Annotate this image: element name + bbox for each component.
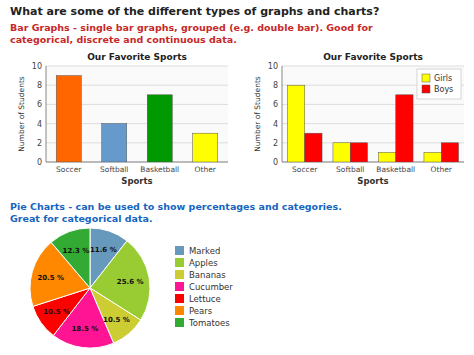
x-tick-label: Other bbox=[195, 165, 217, 174]
data-label: 10.5 % bbox=[43, 308, 70, 316]
legend: Marked Apples Bananas Cucumber Lettuce Pears T… bbox=[175, 246, 233, 328]
grid-line bbox=[282, 123, 464, 124]
bar bbox=[56, 76, 81, 162]
plot-background bbox=[46, 66, 228, 162]
bar bbox=[147, 95, 172, 162]
chart-title: Our Favorite Sports bbox=[87, 52, 187, 62]
grid-line bbox=[46, 66, 228, 67]
data-label: 12.3 % bbox=[63, 247, 90, 255]
legend-swatch bbox=[175, 282, 184, 291]
bar bbox=[305, 133, 322, 162]
y-axis-line bbox=[46, 66, 47, 162]
legend-label: Apples bbox=[189, 258, 218, 268]
x-tick-label: Softball bbox=[100, 165, 128, 174]
legend-label: Tomatoes bbox=[188, 318, 230, 328]
data-label: 20.5 % bbox=[37, 274, 64, 282]
main-title: What are some of the different types of … bbox=[10, 5, 379, 18]
bar bbox=[378, 152, 395, 162]
legend-swatch bbox=[175, 270, 184, 279]
figure: What are some of the different types of … bbox=[0, 0, 474, 355]
y-axis-title: Number of Students bbox=[17, 76, 26, 152]
legend-swatch bbox=[175, 246, 184, 255]
y-axis-line bbox=[282, 66, 283, 162]
y-tick-label: 2 bbox=[37, 139, 42, 148]
y-tick-label: 6 bbox=[273, 100, 278, 109]
data-label: 25.6 % bbox=[117, 278, 144, 286]
x-tick-label: Soccer bbox=[56, 165, 82, 174]
plot-background bbox=[282, 66, 464, 162]
bar bbox=[396, 95, 413, 162]
y-tick-label: 10 bbox=[32, 62, 42, 71]
y-tick-label: 0 bbox=[37, 158, 42, 167]
x-tick-label: Basketball bbox=[376, 165, 415, 174]
y-tick-label: 6 bbox=[37, 100, 42, 109]
bar-chart: Our Favorite Sports 0 2 4 6 8 10 Soccer Softball… bbox=[17, 52, 228, 186]
legend-label: Pears bbox=[189, 306, 213, 316]
legend-label: Boys bbox=[434, 85, 453, 94]
bar-chart: Our Favorite Sports 0 2 4 6 8 10 Soccer Softball… bbox=[253, 52, 464, 186]
y-tick-label: 8 bbox=[273, 81, 278, 90]
x-tick-label: Soccer bbox=[292, 165, 318, 174]
data-label: 18.5 % bbox=[71, 325, 98, 333]
data-label: 10.5 % bbox=[103, 316, 130, 324]
section-note: categorical, discrete and continuous dat… bbox=[10, 34, 237, 45]
x-tick-label: Other bbox=[431, 165, 453, 174]
section-note: Great for categorical data. bbox=[10, 213, 153, 224]
legend-label: Girls bbox=[434, 74, 452, 83]
y-tick-label: 2 bbox=[273, 139, 278, 148]
legend-swatch bbox=[422, 74, 430, 82]
y-tick-label: 10 bbox=[268, 62, 278, 71]
legend-label: Marked bbox=[189, 246, 220, 256]
bar bbox=[287, 85, 304, 162]
bar bbox=[193, 133, 218, 162]
legend-label: Bananas bbox=[189, 270, 226, 280]
y-tick-label: 0 bbox=[273, 158, 278, 167]
pie-chart: 11.6 % 25.6 % 10.5 % 18.5 % 10.5 % 20.5 % 12.3… bbox=[30, 228, 233, 348]
bars bbox=[56, 76, 218, 162]
legend-swatch bbox=[175, 294, 184, 303]
y-axis-title: Number of Students bbox=[253, 76, 262, 152]
legend-swatch bbox=[175, 306, 184, 315]
x-axis-title: Sports bbox=[121, 176, 152, 186]
section-note: Pie Charts - can be used to show percent… bbox=[10, 201, 342, 212]
x-axis-title: Sports bbox=[357, 176, 388, 186]
x-tick-label: Basketball bbox=[140, 165, 179, 174]
y-tick-label: 4 bbox=[273, 120, 278, 129]
bar bbox=[350, 143, 367, 162]
section-note: Bar Graphs - single bar graphs, grouped … bbox=[10, 22, 373, 33]
legend-swatch bbox=[422, 85, 430, 93]
y-tick-label: 4 bbox=[37, 120, 42, 129]
bar bbox=[424, 152, 441, 162]
bar bbox=[441, 143, 458, 162]
legend: Girls Boys bbox=[417, 69, 461, 99]
legend-swatch bbox=[175, 318, 184, 327]
y-tick-label: 8 bbox=[37, 81, 42, 90]
data-label: 11.6 % bbox=[90, 246, 117, 254]
x-tick-label: Softball bbox=[336, 165, 364, 174]
legend-label: Lettuce bbox=[189, 294, 221, 304]
chart-title: Our Favorite Sports bbox=[323, 52, 423, 62]
grid-line bbox=[282, 104, 464, 105]
bar bbox=[102, 124, 127, 162]
bar bbox=[333, 143, 350, 162]
legend-frame bbox=[417, 69, 461, 99]
legend-swatch bbox=[175, 258, 184, 267]
legend-label: Cucumber bbox=[189, 282, 233, 292]
grid-line bbox=[282, 66, 464, 67]
